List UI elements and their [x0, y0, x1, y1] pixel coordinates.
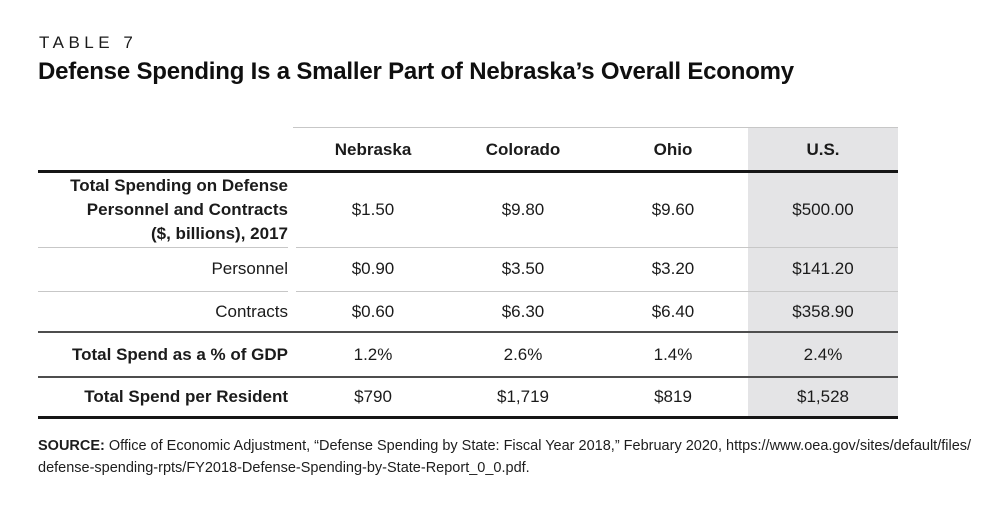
table-row-contracts: Contracts $0.60 $6.30 $6.40 $358.90 — [38, 291, 898, 332]
table-cell: $819 — [654, 386, 692, 406]
table-cell: $358.90 — [792, 301, 854, 321]
row-label-personnel: Personnel — [211, 259, 288, 278]
source-text: Office of Economic Adjustment, “Defense … — [108, 438, 972, 454]
source-label: SOURCE: — [38, 438, 105, 454]
row-label-line: ($, billions), 2017 — [151, 223, 288, 243]
table-cell: $0.60 — [351, 301, 395, 321]
table-cell: $9.80 — [501, 199, 545, 219]
source-note: SOURCE: Office of Economic Adjustment, “… — [38, 435, 988, 479]
table-title: Defense Spending Is a Smaller Part of Ne… — [38, 58, 794, 85]
row-label-pct-gdp: Total Spend as a % of GDP — [72, 344, 288, 364]
rule-row1-data — [296, 247, 898, 248]
column-header-nebraska: Nebraska — [334, 139, 412, 159]
rule-header-bottom — [38, 170, 898, 173]
rule-row1-label — [38, 247, 288, 248]
table-cell: $6.40 — [651, 301, 695, 321]
rule-row2-label — [38, 291, 288, 292]
rule-section-1 — [38, 331, 898, 333]
rule-header-top — [293, 127, 898, 128]
rule-section-2 — [38, 376, 898, 378]
data-table: Nebraska Colorado Ohio U.S. Total Spendi… — [38, 127, 898, 419]
table-cell: $141.20 — [792, 259, 854, 278]
table-cell: $3.20 — [651, 259, 695, 278]
table-cell: 1.2% — [353, 344, 393, 364]
table-cell: $3.50 — [501, 259, 545, 278]
table-cell: $1,528 — [797, 386, 849, 406]
rule-row2-data — [296, 291, 898, 292]
column-header-colorado: Colorado — [485, 139, 561, 159]
table-cell: 2.4% — [803, 344, 843, 364]
row-label-line: Total Spending on Defense — [70, 175, 288, 195]
rule-table-bottom — [38, 416, 898, 419]
source-line-2: defense-spending-rpts/FY2018-Defense-Spe… — [38, 460, 530, 476]
table-cell: 2.6% — [503, 344, 543, 364]
row-label-contracts: Contracts — [215, 301, 288, 321]
table-number-label: TABLE 7 — [39, 33, 138, 52]
row-label-per-resident: Total Spend per Resident — [84, 386, 288, 406]
table-row-per-resident: Total Spend per Resident $790 $1,719 $81… — [38, 377, 898, 416]
column-header-us: U.S. — [806, 139, 840, 159]
row-label-line: Personnel and Contracts — [86, 199, 288, 219]
column-header-ohio: Ohio — [653, 139, 693, 159]
header-row: Nebraska Colorado Ohio U.S. — [38, 127, 898, 172]
row-label-total-spending: Total Spending on Defense Personnel and … — [38, 172, 288, 247]
table-row-total-spending: Total Spending on Defense Personnel and … — [38, 172, 898, 247]
table-cell: $1.50 — [351, 199, 395, 219]
table-cell: $790 — [354, 386, 392, 406]
table-cell: $1,719 — [497, 386, 549, 406]
table-cell: $0.90 — [351, 259, 395, 278]
table-cell: $6.30 — [501, 301, 545, 321]
source-line-1: SOURCE: Office of Economic Adjustment, “… — [38, 435, 988, 457]
table-row-personnel: Personnel $0.90 $3.50 $3.20 $141.20 — [38, 247, 898, 291]
table-cell: $500.00 — [792, 199, 854, 219]
us-column-highlight — [748, 128, 898, 417]
table-cell: 1.4% — [653, 344, 693, 364]
table-cell: $9.60 — [651, 199, 695, 219]
table-row-pct-gdp: Total Spend as a % of GDP 1.2% 2.6% 1.4%… — [38, 332, 898, 377]
